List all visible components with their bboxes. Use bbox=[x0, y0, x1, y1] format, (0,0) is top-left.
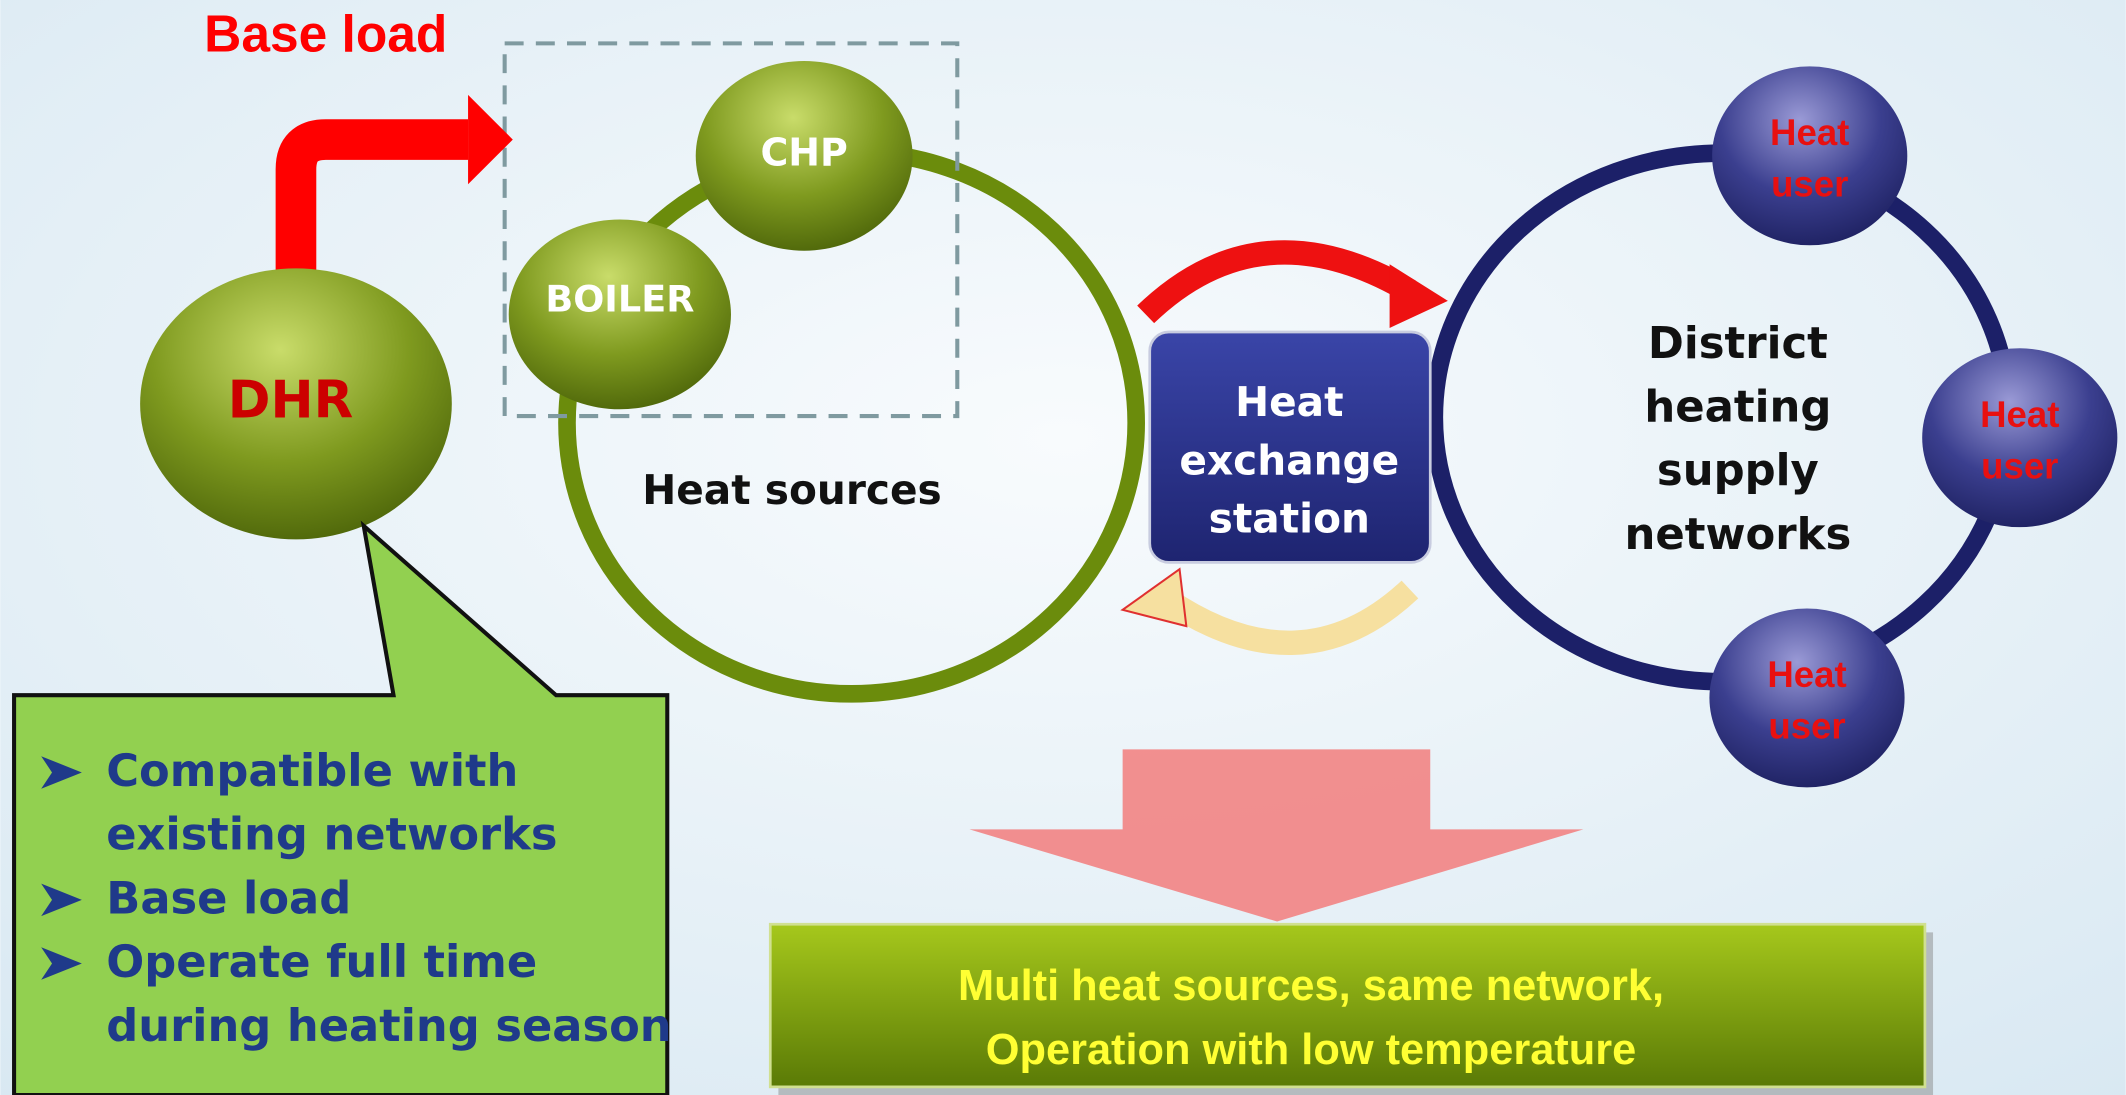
heat-user-label: Heat bbox=[1770, 112, 1849, 153]
network-line: networks bbox=[1624, 510, 1851, 560]
banner bbox=[768, 922, 1927, 1089]
down-arrow bbox=[969, 749, 1584, 922]
exchange-line: exchange bbox=[1179, 436, 1399, 484]
heat-user-node bbox=[1922, 348, 2118, 528]
boiler-label: BOILER bbox=[545, 278, 694, 321]
callout bbox=[12, 520, 670, 1095]
heat-users: Heat user Heat user Heat user bbox=[1709, 66, 2118, 788]
network-line: supply bbox=[1657, 446, 1819, 496]
arrow-head bbox=[1120, 567, 1188, 628]
boiler-node bbox=[508, 219, 731, 410]
network-line: heating bbox=[1644, 382, 1831, 432]
callout-line: Compatible with bbox=[106, 744, 518, 797]
chp-node bbox=[695, 60, 913, 251]
callout-line: during heating season bbox=[106, 999, 671, 1052]
heat-user-label: Heat bbox=[1980, 394, 2059, 435]
heat-user-node bbox=[1709, 608, 1905, 788]
dhr-label: DHR bbox=[228, 370, 353, 430]
bullet bbox=[41, 883, 82, 917]
banner-text: Multi heat sources, same network, Operati… bbox=[958, 962, 1664, 1074]
banner-line: Operation with low temperature bbox=[986, 1026, 1636, 1074]
title: Base load bbox=[204, 4, 447, 62]
callout-items: Compatible with existing networks Base loa… bbox=[41, 744, 672, 1052]
heat-user-label: Heat bbox=[1767, 654, 1846, 695]
exchange-label: Heat exchange station bbox=[1179, 378, 1399, 543]
callout-line: Operate full time bbox=[106, 935, 537, 988]
callout-line: Base load bbox=[106, 871, 351, 924]
bullet bbox=[41, 947, 82, 980]
exchange-station bbox=[1148, 330, 1432, 564]
base-load-arrow bbox=[275, 119, 469, 272]
heat-user-label: user bbox=[1768, 706, 1845, 747]
banner-line: Multi heat sources, same network, bbox=[958, 962, 1664, 1010]
heat-user-node bbox=[1712, 66, 1908, 246]
chp-label: CHP bbox=[760, 130, 847, 174]
heat-user-label: user bbox=[1981, 445, 2058, 486]
callout-line: existing networks bbox=[106, 808, 557, 861]
network-label: District heating supply networks bbox=[1624, 319, 1851, 560]
return-arrow bbox=[1159, 580, 1419, 655]
heat-sources-label: Heat sources bbox=[642, 466, 942, 514]
dashed-group bbox=[502, 41, 960, 419]
exchange-line: Heat bbox=[1235, 378, 1343, 426]
supply-arrow bbox=[1137, 240, 1417, 324]
bullet bbox=[41, 756, 82, 789]
heat-user-label: user bbox=[1771, 164, 1848, 205]
dhr-node bbox=[140, 268, 452, 540]
arrow-head bbox=[1389, 264, 1448, 328]
exchange-line: station bbox=[1209, 495, 1370, 543]
arrow-head bbox=[468, 94, 513, 185]
network-line: District bbox=[1648, 319, 1828, 369]
